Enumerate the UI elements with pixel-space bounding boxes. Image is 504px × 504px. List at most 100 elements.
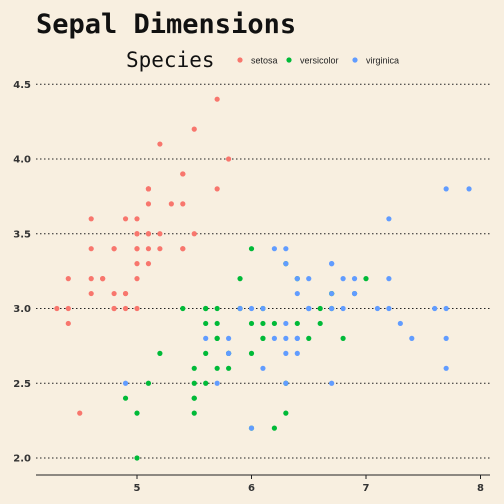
data-point (157, 231, 163, 237)
legend-title: Species (126, 48, 215, 72)
data-point (214, 320, 220, 327)
data-point (214, 380, 220, 386)
data-point (203, 335, 209, 341)
data-point (248, 320, 255, 327)
data-point (283, 261, 289, 267)
data-point (443, 186, 449, 192)
series-virginica (122, 186, 472, 431)
data-point (77, 410, 83, 416)
data-point (145, 186, 152, 192)
data-point (145, 261, 152, 267)
data-point (443, 365, 449, 371)
data-point (237, 305, 243, 312)
data-point (386, 305, 392, 312)
y-tick-label: 3.5 (13, 229, 31, 240)
data-point (374, 305, 381, 312)
data-point (329, 290, 335, 297)
data-point (157, 141, 163, 147)
data-point (294, 350, 300, 356)
data-point (226, 156, 232, 162)
data-point (340, 276, 346, 282)
legend-key-setosa (237, 57, 243, 63)
data-point (214, 305, 220, 312)
x-tick-label: 7 (363, 483, 370, 494)
data-point (317, 305, 323, 312)
legend-label-versicolor: versicolor (300, 56, 339, 66)
data-point (260, 305, 266, 312)
data-point (432, 305, 438, 312)
data-point (191, 365, 197, 371)
data-point (157, 246, 163, 252)
data-point (283, 335, 289, 341)
data-point (180, 305, 186, 312)
data-point (283, 380, 289, 386)
data-point (122, 305, 129, 312)
data-point (134, 261, 140, 267)
data-point (226, 335, 232, 341)
data-point (248, 425, 255, 431)
data-point (180, 171, 186, 177)
data-point (100, 276, 106, 282)
data-point (54, 305, 60, 312)
series-versicolor (122, 246, 369, 461)
gridlines (36, 83, 490, 459)
data-point (145, 380, 152, 386)
data-point (271, 320, 277, 327)
data-point (340, 305, 346, 312)
data-point (157, 350, 163, 356)
data-points (54, 96, 472, 461)
y-axis-ticks: 2.0 2.5 3.0 3.5 4.0 4.5 (13, 80, 31, 465)
data-point (294, 290, 300, 297)
data-point (271, 246, 277, 252)
data-point (260, 320, 266, 327)
data-point (306, 335, 312, 341)
data-point (145, 231, 152, 237)
data-point (88, 276, 94, 282)
data-point (134, 305, 140, 312)
data-point (111, 246, 117, 252)
data-point (409, 335, 415, 341)
legend-items: setosa versicolor virginica (237, 56, 399, 66)
data-point (271, 335, 277, 341)
data-point (260, 365, 266, 371)
data-point (191, 395, 197, 401)
data-point (88, 216, 94, 222)
data-point (122, 395, 129, 401)
data-point (397, 320, 403, 327)
data-point (283, 246, 289, 252)
data-point (248, 350, 255, 356)
data-point (248, 246, 255, 252)
legend: Species setosa versicolor virginica (126, 48, 399, 72)
data-point (386, 276, 392, 282)
data-point (386, 216, 392, 222)
data-point (191, 126, 197, 132)
data-point (203, 380, 209, 386)
data-point (134, 231, 140, 237)
data-point (134, 410, 140, 416)
data-point (351, 276, 358, 282)
data-point (294, 335, 300, 341)
y-tick-label: 4.0 (13, 155, 31, 166)
y-tick-label: 3.0 (13, 304, 31, 315)
data-point (283, 350, 289, 356)
data-point (260, 335, 266, 341)
data-point (363, 276, 369, 282)
data-point (294, 320, 300, 327)
data-point (443, 305, 449, 312)
data-point (214, 96, 220, 102)
data-point (122, 216, 129, 222)
y-tick-label: 2.0 (13, 454, 31, 465)
data-point (180, 201, 186, 207)
data-point (226, 350, 232, 356)
data-point (88, 290, 94, 297)
data-point (203, 320, 209, 327)
data-point (191, 410, 197, 416)
data-point (191, 231, 197, 237)
data-point (214, 186, 220, 192)
data-point (237, 276, 243, 282)
data-point (283, 320, 289, 327)
data-point (329, 380, 335, 386)
data-point (248, 305, 255, 312)
legend-label-virginica: virginica (366, 56, 399, 66)
